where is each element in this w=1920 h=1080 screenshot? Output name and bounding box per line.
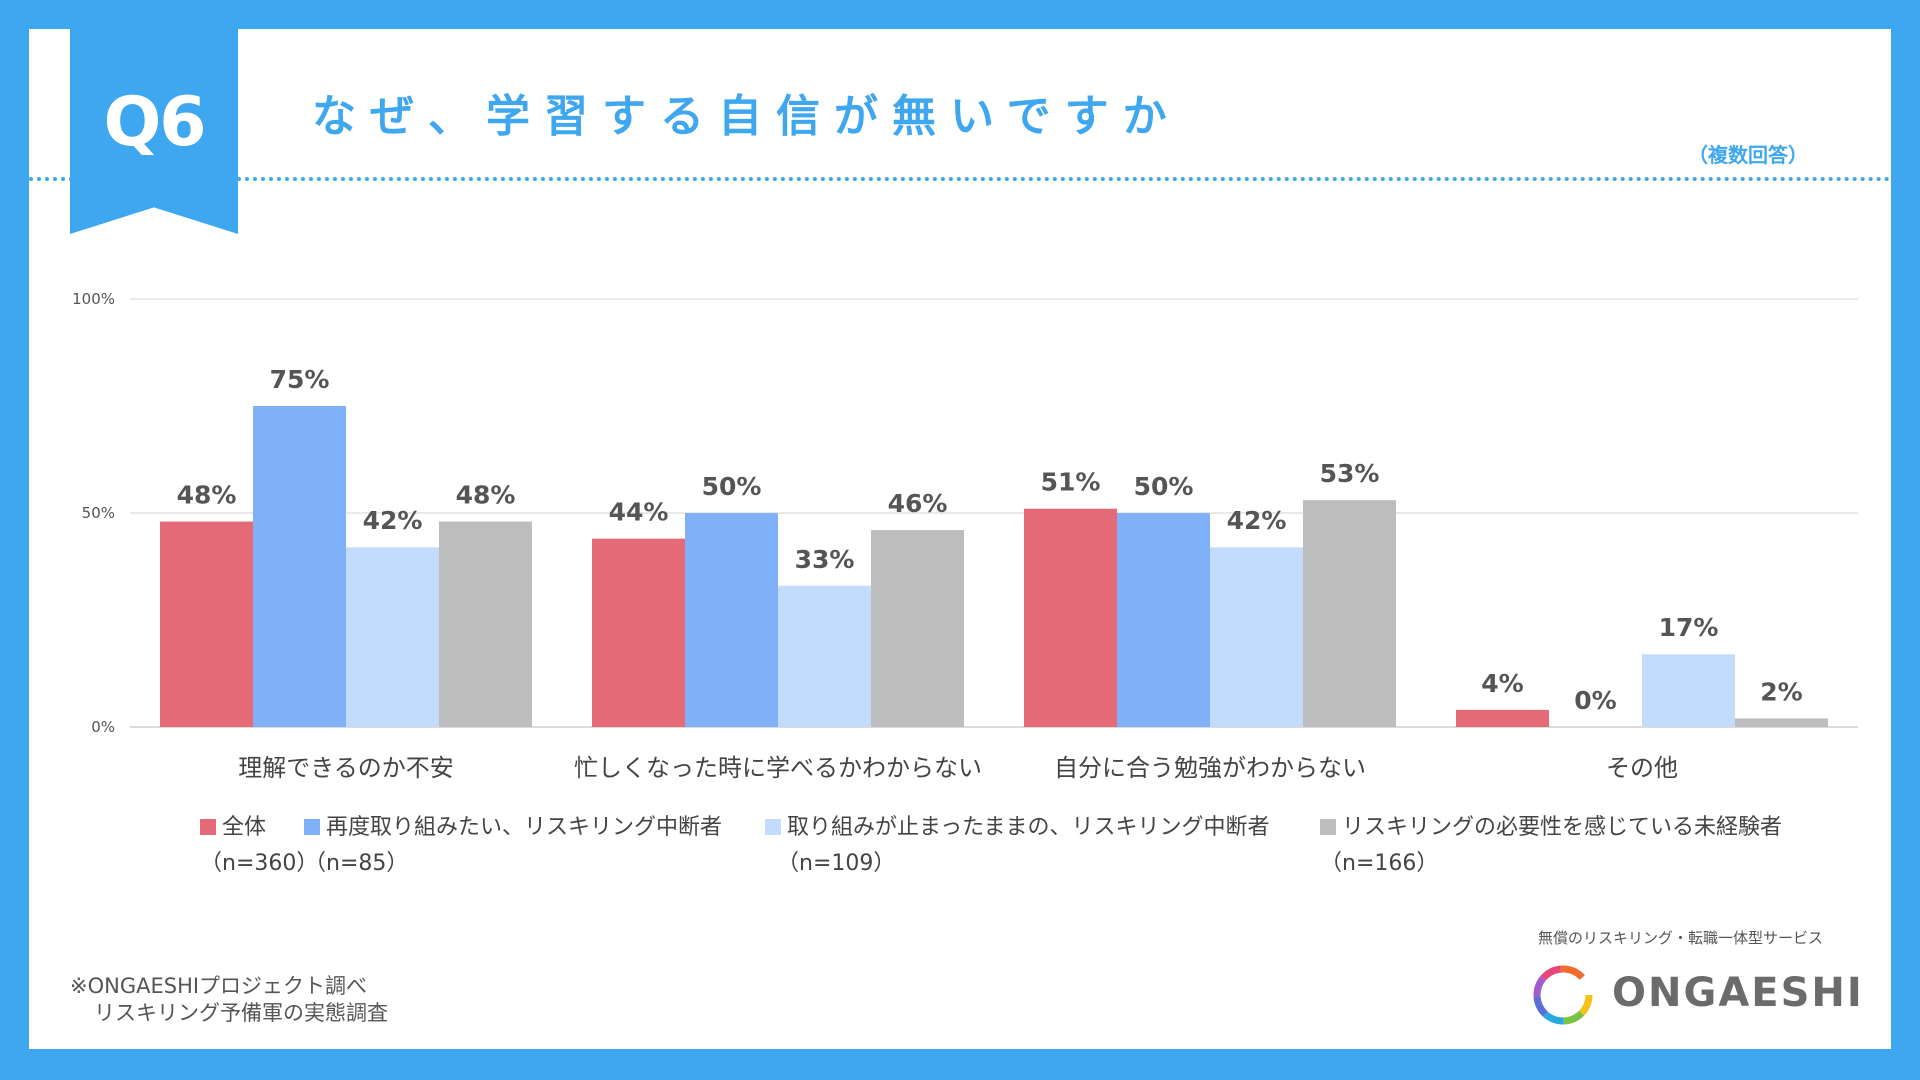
- data-label: 17%: [1659, 613, 1719, 642]
- data-label: 42%: [1227, 506, 1287, 535]
- legend-swatch-2: [765, 819, 781, 835]
- ongaeshi-logo-icon: [1533, 965, 1593, 1025]
- y-tick-label: 100%: [72, 290, 115, 308]
- category-label: 自分に合う勉強がわからない: [1054, 754, 1366, 782]
- legend-n-2: （n=109）: [777, 851, 896, 876]
- header-divider: [29, 177, 1891, 181]
- question-badge: Q6: [70, 29, 238, 234]
- bar: [439, 521, 532, 727]
- data-label: 48%: [456, 481, 516, 510]
- bar: [1117, 513, 1210, 727]
- legend-n-0: （n=360）: [200, 851, 319, 876]
- data-label: 42%: [363, 506, 423, 535]
- bar: [253, 406, 346, 727]
- data-label: 2%: [1760, 677, 1802, 706]
- legend-label-2: 取り組みが止まったままの、リスキリング中断者: [787, 815, 1270, 840]
- legend-label-1: 再度取り組みたい、リスキリング中断者: [326, 815, 723, 840]
- source-note: ※ONGAESHIプロジェクト調べ リスキリング予備軍の実態調査: [70, 973, 388, 1027]
- bar: [592, 538, 685, 727]
- data-label: 75%: [270, 365, 330, 394]
- legend-n-3: （n=166）: [1320, 851, 1439, 876]
- page-title: なぜ、学習する自信が無いですか: [312, 91, 1181, 142]
- question-number: Q6: [103, 83, 206, 162]
- bar: [685, 513, 778, 727]
- bar: [160, 521, 253, 727]
- legend-swatch-1: [304, 819, 320, 835]
- legend-item-1: 再度取り組みたい、リスキリング中断者 （n=85）: [304, 810, 722, 882]
- bar: [1642, 654, 1735, 727]
- bar-chart: 0% 50% 100% 48% 75% 42% 48% 理解できるのか不安 44% 50% 33% 4…: [72, 290, 1858, 782]
- bar: [346, 547, 439, 727]
- brand-name: ONGAESHI: [1612, 970, 1864, 1016]
- legend-n-1: （n=85）: [304, 851, 409, 876]
- bar: [1303, 500, 1396, 727]
- category-label: その他: [1606, 754, 1678, 782]
- brand-tagline: 無償のリスキリング・転職一体型サービス: [1538, 929, 1824, 947]
- bar: [1024, 508, 1117, 727]
- data-label: 50%: [1134, 472, 1194, 501]
- bar: [778, 585, 871, 727]
- chart-legend: 全体 （n=360） 再度取り組みたい、リスキリング中断者 （n=85） 取り組…: [200, 810, 1820, 890]
- bar: [1735, 718, 1828, 727]
- data-label: 50%: [702, 472, 762, 501]
- legend-item-2: 取り組みが止まったままの、リスキリング中断者 （n=109）: [765, 810, 1269, 882]
- data-label: 44%: [609, 498, 669, 527]
- source-line-2: リスキリング予備軍の実態調査: [94, 1001, 388, 1025]
- legend-item-0: 全体 （n=360）: [200, 810, 318, 882]
- category-label: 理解できるのか不安: [238, 754, 454, 782]
- data-label: 0%: [1574, 686, 1616, 715]
- y-tick-label: 0%: [91, 718, 115, 736]
- data-label: 4%: [1481, 669, 1523, 698]
- bar: [1210, 547, 1303, 727]
- legend-label-3: リスキリングの必要性を感じている未経験者: [1342, 815, 1783, 840]
- legend-swatch-3: [1320, 819, 1336, 835]
- legend-swatch-0: [200, 819, 216, 835]
- data-label: 51%: [1041, 468, 1101, 497]
- legend-item-3: リスキリングの必要性を感じている未経験者 （n=166）: [1320, 810, 1782, 882]
- data-label: 46%: [888, 489, 948, 518]
- source-line-1: ※ONGAESHIプロジェクト調べ: [70, 974, 368, 998]
- data-label: 53%: [1320, 459, 1380, 488]
- y-tick-label: 50%: [82, 504, 115, 522]
- multiple-answer-note: （複数回答）: [1688, 143, 1808, 167]
- category-label: 忙しくなった時に学べるかわからない: [574, 754, 982, 782]
- data-label: 33%: [795, 545, 855, 574]
- bar: [871, 530, 964, 727]
- legend-label-0: 全体: [222, 815, 267, 840]
- bar: [1456, 709, 1549, 727]
- data-label: 48%: [177, 481, 237, 510]
